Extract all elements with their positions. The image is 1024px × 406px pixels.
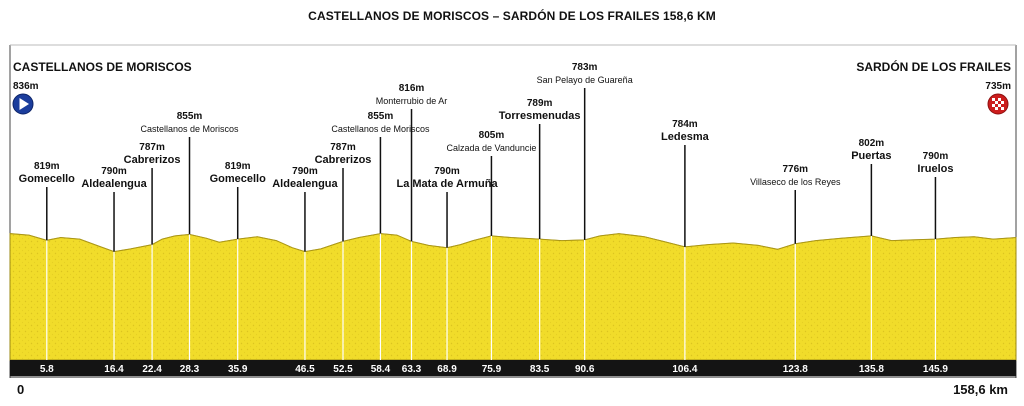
waypoint-name: Castellanos de Moriscos (331, 124, 430, 134)
waypoint-altitude: 802m (859, 138, 885, 149)
km-label: 75.9 (482, 364, 502, 375)
waypoint-name: Calzada de Vanduncie (446, 143, 536, 153)
waypoint-name: Cabrerizos (124, 154, 181, 166)
axis-start-label: 0 (17, 382, 24, 397)
waypoint-altitude: 784m (672, 119, 698, 130)
waypoint-4: 855m Castellanos de Moriscos (140, 111, 239, 360)
waypoint-name: San Pelayo de Guareña (537, 75, 633, 85)
km-label: 52.5 (333, 364, 353, 375)
waypoint-name: Ledesma (661, 131, 710, 143)
waypoint-altitude: 776m (782, 164, 808, 175)
km-label: 123.8 (783, 364, 808, 375)
waypoint-13: 783m San Pelayo de Guareña (537, 62, 633, 360)
start-play-icon (12, 93, 34, 115)
waypoint-15: 776m Villaseco de los Reyes (750, 164, 841, 360)
km-label: 83.5 (530, 364, 550, 375)
waypoint-altitude: 819m (225, 161, 251, 172)
waypoint-name: La Mata de Armuña (397, 178, 499, 190)
waypoint-name: Gomecello (19, 173, 76, 185)
km-label: 63.3 (402, 364, 422, 375)
waypoint-altitude: 816m (399, 83, 425, 94)
waypoint-altitude: 805m (479, 130, 505, 141)
start-name: CASTELLANOS DE MORISCOS (13, 60, 192, 74)
km-label: 68.9 (437, 364, 457, 375)
waypoint-name: Iruelos (917, 163, 953, 175)
km-label: 5.8 (40, 364, 54, 375)
waypoint-altitude: 787m (139, 142, 165, 153)
waypoint-name: Aldealengua (272, 178, 338, 190)
waypoint-altitude: 783m (572, 62, 598, 73)
profile-area (9, 233, 1017, 361)
waypoint-altitude: 855m (177, 111, 203, 122)
km-label: 145.9 (923, 364, 948, 375)
waypoint-11: 805m Calzada de Vanduncie (446, 130, 536, 360)
waypoint-name: Torresmenudas (499, 110, 581, 122)
waypoint-altitude: 790m (292, 166, 318, 177)
km-label: 22.4 (142, 364, 162, 375)
waypoint-name: Cabrerizos (315, 154, 372, 166)
finish-altitude: 735m (985, 81, 1011, 92)
start-altitude: 836m (13, 81, 39, 92)
stage-title: CASTELLANOS DE MORISCOS – SARDÓN DE LOS … (308, 9, 716, 23)
waypoint-name: Gomecello (210, 173, 267, 185)
finish-checkered-flag-icon (987, 93, 1009, 115)
km-band (10, 360, 1016, 376)
waypoint-altitude: 790m (434, 166, 460, 177)
km-label: 16.4 (104, 364, 124, 375)
km-label: 35.9 (228, 364, 248, 375)
waypoint-altitude: 790m (923, 151, 949, 162)
waypoint-name: Monterrubio de Ar (376, 96, 448, 106)
km-label: 135.8 (859, 364, 884, 375)
waypoint-altitude: 789m (527, 98, 553, 109)
profile-ridge (9, 233, 1017, 253)
waypoint-altitude: 790m (101, 166, 127, 177)
finish-name: SARDÓN DE LOS FRAILES (856, 59, 1011, 74)
km-label: 28.3 (180, 364, 200, 375)
axis-end-label: 158,6 km (953, 382, 1008, 397)
waypoint-altitude: 855m (368, 111, 394, 122)
waypoint-altitude: 819m (34, 161, 60, 172)
km-label: 46.5 (295, 364, 315, 375)
waypoint-altitude: 787m (330, 142, 356, 153)
km-label: 106.4 (672, 364, 697, 375)
km-label: 58.4 (371, 364, 391, 375)
waypoint-name: Aldealengua (81, 178, 147, 190)
waypoint-name: Castellanos de Moriscos (140, 124, 239, 134)
waypoint-name: Puertas (851, 150, 891, 162)
waypoint-name: Villaseco de los Reyes (750, 177, 841, 187)
km-label: 90.6 (575, 364, 595, 375)
waypoint-9: 816m Monterrubio de Ar (376, 83, 448, 360)
waypoint-8: 855m Castellanos de Moriscos (331, 111, 430, 360)
